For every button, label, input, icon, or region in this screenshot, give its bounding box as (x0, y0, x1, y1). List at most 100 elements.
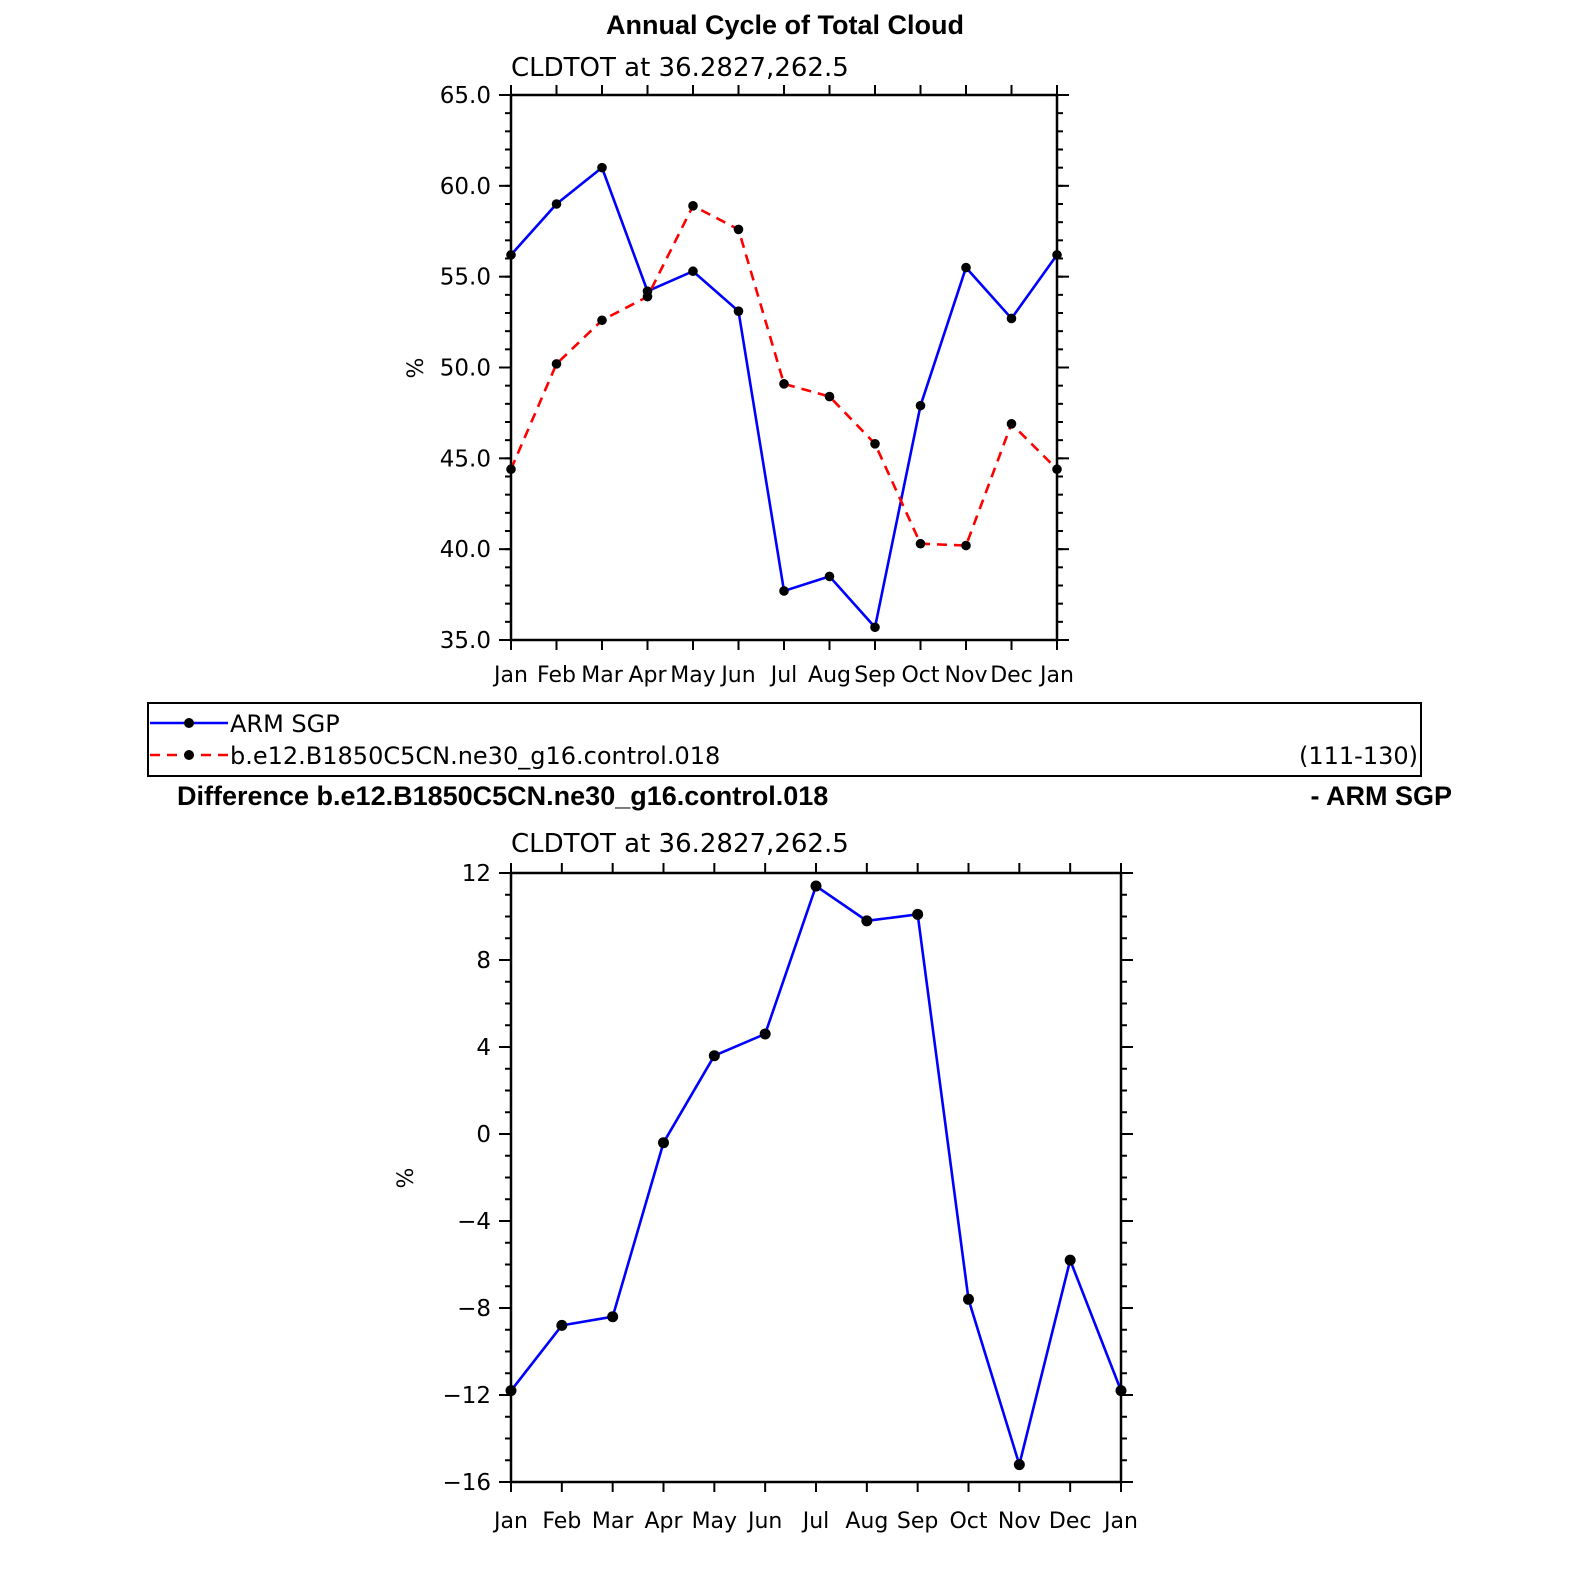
top-series-0-point (506, 250, 516, 260)
top-series-1-point (1006, 419, 1017, 429)
top-x-tick-label: Jul (769, 663, 798, 688)
top-y-tick-label: 65.0 (440, 83, 491, 109)
top-series-1-point (597, 315, 607, 326)
legend-marker-model (184, 750, 194, 760)
top-y-tick-label: 45.0 (440, 446, 491, 472)
top-series-0-point (870, 622, 880, 633)
diff-x-tick-label: Aug (845, 1509, 888, 1534)
top-x-tick-label: Jan (1038, 663, 1074, 688)
diff-x-tick-label: Jan (1102, 1509, 1138, 1534)
diff-title-right: - ARM SGP (1311, 781, 1453, 811)
diff-x-tick-label: Jul (801, 1509, 830, 1534)
diff-series-0-point (810, 880, 822, 892)
diff-y-tick-label: 0 (476, 1122, 491, 1148)
diff-y-tick-label: 12 (462, 861, 491, 887)
top-x-tick-label: Jan (492, 663, 528, 688)
top-series-1-point (824, 391, 835, 402)
top-series-1-line (509, 204, 1058, 547)
legend-label-model: b.e12.B1850C5CN.ne30_g16.control.018 (230, 742, 720, 770)
diff-y-tick-label: −12 (442, 1383, 491, 1409)
diff-y-tick-label: 4 (476, 1035, 491, 1061)
diff-title-left: Difference b.e12.B1850C5CN.ne30_g16.cont… (177, 781, 828, 811)
top-series-1-point (506, 464, 516, 475)
legend-years: (111-130) (1299, 742, 1418, 770)
top-x-tick-label: Oct (901, 663, 939, 688)
top-series-0-point (551, 199, 562, 209)
diff-x-tick-label: Mar (592, 1509, 634, 1534)
top-y-tick-label: 50.0 (440, 356, 491, 382)
diff-series-0-point (607, 1311, 619, 1323)
top-x-tick-label: Sep (854, 663, 895, 688)
diff-series-0-point (759, 1028, 771, 1040)
difference-chart: CLDTOT at 36.2827,262.5 % Jan Feb Mar Apr Ma… (394, 829, 1138, 1534)
top-y-tick-label: 35.0 (440, 628, 491, 654)
top-plot-frame (509, 93, 1059, 642)
diff-x-tick-label: May (692, 1509, 737, 1534)
top-series-1-point (642, 291, 653, 302)
diff-series-0-point (556, 1319, 568, 1331)
top-chart-subtitle: CLDTOT at 36.2827,262.5 (511, 53, 849, 83)
diff-y-tick-label: 8 (476, 948, 491, 974)
diff-x-tick-label: Nov (998, 1509, 1041, 1534)
diff-x-tick-label: Jan (492, 1509, 528, 1534)
top-series-0-point (961, 262, 971, 273)
figure-title: Annual Cycle of Total Cloud (606, 10, 964, 40)
diff-y-tick-label: −8 (457, 1296, 491, 1322)
diff-series-0-point (1115, 1385, 1127, 1397)
diff-series-0-point (505, 1385, 517, 1397)
legend-box (147, 702, 1422, 777)
top-series-0-point (1052, 250, 1062, 260)
diff-x-tick-label: Apr (644, 1509, 683, 1534)
top-x-tick-label: Dec (990, 663, 1033, 688)
diff-x-tick-label: Feb (542, 1509, 581, 1534)
top-series-0-point (915, 400, 926, 411)
diff-series-0-line (509, 884, 1123, 1470)
top-series-1-point (870, 439, 880, 449)
top-series-0-point (733, 306, 744, 316)
top-x-tick-label: Mar (581, 663, 623, 688)
top-series-1-point (915, 538, 926, 549)
diff-x-tick-label: Dec (1049, 1509, 1092, 1534)
diff-series-0-point (708, 1050, 720, 1062)
diff-series-0-point (861, 915, 873, 927)
top-y-tick-label: 40.0 (440, 537, 491, 563)
diff-x-tick-label: Sep (897, 1509, 938, 1534)
top-series-0-point (1006, 313, 1017, 324)
top-series-0-point (824, 571, 835, 582)
top-x-tick-label: May (670, 663, 715, 688)
top-series-1-point (961, 540, 971, 551)
top-x-tick-label: Apr (628, 663, 667, 688)
top-x-tick-label: Aug (808, 663, 851, 688)
diff-series-0-point (1064, 1254, 1076, 1266)
diff-x-tick-label: Oct (949, 1509, 987, 1534)
top-series-0-point (779, 586, 789, 596)
diff-series-0-point (912, 908, 924, 920)
top-chart: CLDTOT at 36.2827,262.5 % Jan Feb Mar Apr Ma… (404, 53, 1074, 688)
diff-chart-ylabel: % (394, 1168, 419, 1189)
top-series-1-point (1052, 464, 1062, 475)
top-x-tick-label: Feb (537, 663, 576, 688)
diff-y-tick-label: −4 (457, 1209, 491, 1235)
legend: ARM SGP b.e12.B1850C5CN.ne30_g16.control… (147, 702, 1422, 777)
top-series-1-point (733, 224, 744, 235)
top-y-tick-label: 55.0 (440, 265, 491, 291)
top-series-1-point (551, 359, 562, 369)
top-series-1-point (688, 201, 698, 211)
diff-y-tick-label: −16 (442, 1470, 491, 1496)
top-x-tick-label: Nov (945, 663, 988, 688)
diff-series-0-point (658, 1137, 669, 1149)
top-x-tick-label: Jun (719, 663, 755, 688)
diff-x-tick-label: Jun (746, 1509, 782, 1534)
diff-series-0-point (963, 1293, 974, 1305)
diff-series-0-point (1013, 1459, 1025, 1471)
legend-marker-arm-sgp (184, 718, 194, 728)
top-series-1-point (779, 379, 789, 389)
legend-label-arm-sgp: ARM SGP (230, 710, 340, 738)
top-series-0-point (688, 266, 698, 277)
diff-plot-frame (509, 871, 1123, 1484)
top-y-tick-label: 60.0 (440, 174, 491, 200)
top-series-0-line (510, 165, 1059, 631)
top-chart-ylabel: % (404, 358, 429, 379)
top-series-0-point (597, 162, 607, 173)
